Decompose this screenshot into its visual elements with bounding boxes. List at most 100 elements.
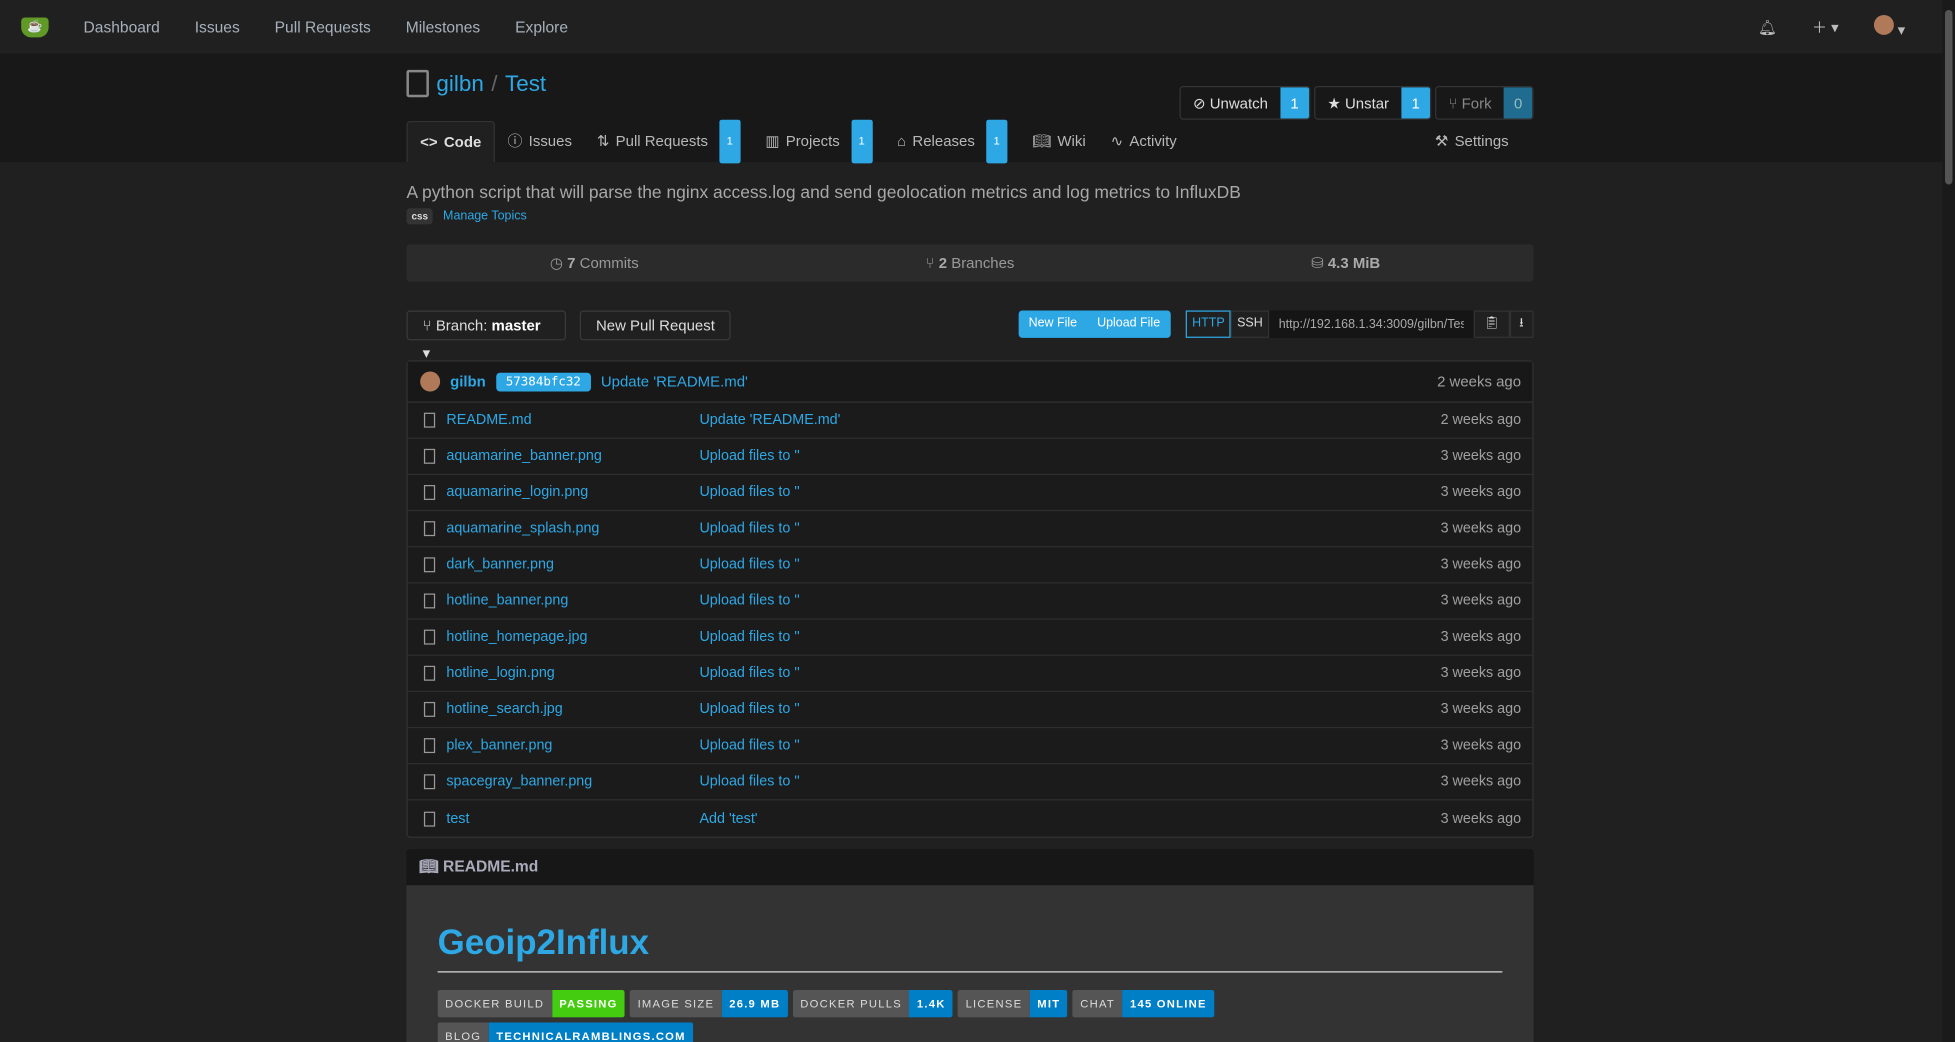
fork-button[interactable]: ⑂ Fork 0 [1434,86,1534,120]
file-commit-link[interactable]: Upload files to '' [699,557,800,573]
repo-owner-link[interactable]: gilbn [436,70,484,96]
nav-milestones[interactable]: Milestones [405,18,481,36]
file-commit-link[interactable]: Update 'README.md' [699,412,841,428]
file-name-link[interactable]: dark_banner.png [446,557,554,573]
file-name-link[interactable]: hotline_banner.png [446,593,569,609]
file-commit-link[interactable]: Upload files to '' [699,701,800,717]
http-button[interactable]: HTTP [1185,310,1231,338]
repo-title: gilbn / Test [406,69,1533,98]
file-row: aquamarine_banner.png Upload files to '' 3… [407,439,1533,476]
file-commit-link[interactable]: Upload files to '' [699,448,800,464]
readme-body: Geoip2Influx DOCKER BUILD PASSING IMAGE SI… [406,885,1534,1042]
shield-badge[interactable]: CHAT 145 ONLINE [1072,989,1215,1018]
tab-releases[interactable]: ⌂ Releases 1 [885,119,1020,164]
file-icon [423,738,436,754]
file-icon [423,701,436,717]
file-commit-link[interactable]: Upload files to '' [699,629,800,645]
tab-settings[interactable]: ⚒ Settings [1422,121,1521,162]
repo-header: gilbn / Test ⊘ Unwatch 1 ★ Unstar 1 ⑂ Fork 0… [0,53,1943,164]
shield-badge[interactable]: IMAGE SIZE 26.9 MB [630,989,788,1018]
commit-author-link[interactable]: gilbn [450,372,486,391]
repo-name-link[interactable]: Test [505,70,547,96]
unwatch-button[interactable]: ⊘ Unwatch 1 [1179,86,1310,120]
star-count[interactable]: 1 [1401,87,1430,119]
scrollbar-thumb[interactable] [1945,9,1953,185]
gitea-logo-icon[interactable]: ☕ [21,16,49,37]
tab-activity[interactable]: ∿ Activity [1098,121,1189,162]
file-commit-link[interactable]: Upload files to '' [699,738,800,754]
file-name-link[interactable]: test [446,811,470,827]
fork-count[interactable]: 0 [1504,87,1533,119]
file-time: 3 weeks ago [1440,521,1522,537]
bell-icon[interactable]: 🔔︎ [1758,18,1778,36]
file-commit-link[interactable]: Upload files to '' [699,521,800,537]
tab-pull-requests[interactable]: ⇅ Pull Requests 1 [584,119,752,164]
latest-commit: gilbn 57384bfc32 Update 'README.md' 2 we… [407,361,1533,403]
commit-sha-button[interactable]: 57384bfc32 [495,372,591,391]
file-row: spacegray_banner.png Upload files to '' 3 … [407,764,1533,801]
tab-projects[interactable]: ▥ Projects 1 [753,119,885,164]
file-time: 3 weeks ago [1440,593,1522,609]
shield-badge[interactable]: DOCKER BUILD PASSING [437,989,626,1018]
ssh-button[interactable]: SSH [1230,310,1269,338]
plus-icon[interactable]: ＋ ▾ [1811,18,1839,37]
file-row: hotline_banner.png Upload files to '' 3 we… [407,584,1533,620]
shield-badge[interactable]: BLOG TECHNICALRAMBLINGS.COM [437,1022,694,1042]
shield-badge[interactable]: LICENSE MIT [958,989,1068,1018]
file-icon [423,448,436,464]
clone-url-input[interactable] [1268,310,1474,338]
file-row: aquamarine_splash.png Upload files to '' 3… [407,511,1533,548]
file-name-link[interactable]: aquamarine_banner.png [446,448,602,464]
file-commit-link[interactable]: Upload files to '' [699,774,800,790]
commit-message-link[interactable]: Update 'README.md' [600,372,748,391]
file-row: hotline_homepage.jpg Upload files to '' 3 … [407,620,1533,656]
tab-issues[interactable]: ⓘ Issues [495,121,584,162]
scrollbar[interactable] [1942,0,1955,1042]
file-time: 3 weeks ago [1440,629,1522,645]
tab-code[interactable]: <> Code [406,120,495,163]
new-pull-request-button[interactable]: New Pull Request [579,310,732,341]
file-name-link[interactable]: plex_banner.png [446,738,553,754]
file-name-link[interactable]: aquamarine_login.png [446,485,589,500]
nav-issues[interactable]: Issues [194,18,240,36]
avatar-menu[interactable]: ▾ [1873,14,1905,39]
file-name-link[interactable]: hotline_search.jpg [446,701,563,717]
file-icon [423,774,436,790]
clone-panel: HTTP SSH 📋︎ ⭳ [1185,310,1534,338]
file-name-link[interactable]: spacegray_banner.png [446,774,593,790]
pull-request-icon: ⇅ [596,132,610,150]
file-name-link[interactable]: hotline_login.png [446,665,555,681]
branch-dropdown[interactable]: ⑂ Branch: master ▾ [406,310,567,362]
upload-file-button[interactable]: Upload File [1097,316,1161,331]
unstar-button[interactable]: ★ Unstar 1 [1313,86,1432,120]
file-commit-link[interactable]: Upload files to '' [699,485,800,500]
file-row: README.md Update 'README.md' 2 weeks ago [407,403,1533,439]
nav-pull-requests[interactable]: Pull Requests [274,18,371,36]
commits-link[interactable]: ◷ 7 Commits [549,254,639,272]
new-file-button[interactable]: New File [1028,316,1078,331]
shield-badge[interactable]: DOCKER PULLS 1.4K [792,989,954,1018]
project-icon: ▥ [765,132,780,150]
file-row: test Add 'test' 3 weeks ago [408,800,1533,836]
file-commit-link[interactable]: Upload files to '' [699,665,800,681]
download-icon[interactable]: ⭳ [1509,310,1534,338]
tab-wiki[interactable]: 📖︎ Wiki [1020,121,1098,162]
copy-clipboard-icon[interactable]: 📋︎ [1473,310,1510,338]
manage-topics-link[interactable]: Manage Topics [443,209,527,224]
file-row: plex_banner.png Upload files to '' 3 weeks… [407,728,1533,765]
nav-dashboard[interactable]: Dashboard [83,18,160,36]
topic-badge[interactable]: css [406,208,434,225]
file-time: 3 weeks ago [1440,448,1522,464]
file-name-link[interactable]: hotline_homepage.jpg [446,629,588,645]
file-commit-link[interactable]: Upload files to '' [699,593,800,609]
file-commit-link[interactable]: Add 'test' [699,811,758,827]
file-name-link[interactable]: README.md [446,412,532,428]
nav-explore[interactable]: Explore [515,18,568,36]
file-icon [423,412,436,428]
file-icon [423,811,436,827]
file-name-link[interactable]: aquamarine_splash.png [446,521,600,537]
book-icon: 📖︎ [1032,132,1052,150]
watch-count[interactable]: 1 [1280,87,1309,119]
branches-link[interactable]: ⑂ 2 Branches [925,254,1015,272]
database-icon: ⛁ [1311,254,1324,272]
